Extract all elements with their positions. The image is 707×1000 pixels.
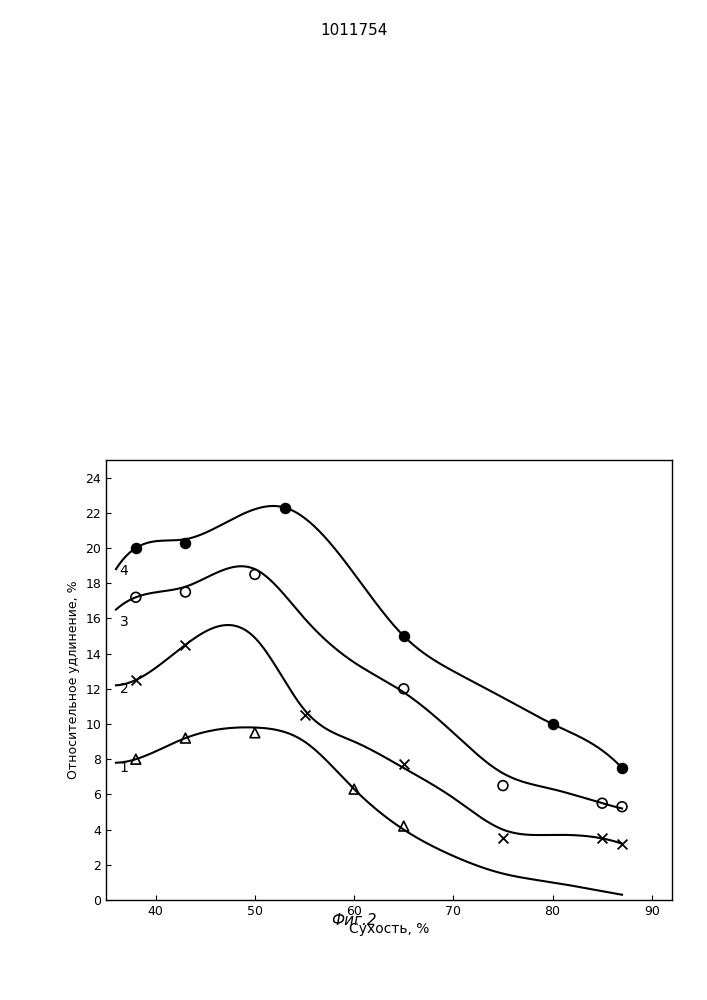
- Point: [130, 589, 141, 605]
- Point: [130, 672, 141, 688]
- Point: [299, 707, 310, 723]
- Point: [180, 584, 191, 600]
- Point: [617, 799, 628, 815]
- Point: [398, 628, 409, 644]
- Point: [130, 751, 141, 767]
- Point: [617, 760, 628, 776]
- Point: [597, 830, 608, 846]
- Point: [180, 535, 191, 551]
- Point: [597, 795, 608, 811]
- Text: Фиг.2: Фиг.2: [331, 913, 376, 928]
- Point: [279, 500, 291, 516]
- Y-axis label: Относительное удлинение, %: Относительное удлинение, %: [66, 581, 80, 779]
- Point: [398, 681, 409, 697]
- Point: [180, 730, 191, 746]
- Point: [180, 637, 191, 653]
- Text: 4: 4: [119, 564, 128, 578]
- Point: [398, 756, 409, 772]
- Text: 3: 3: [119, 615, 128, 629]
- Text: 1: 1: [119, 761, 129, 775]
- Point: [398, 818, 409, 834]
- Point: [349, 781, 360, 797]
- Text: 2: 2: [119, 682, 128, 696]
- Point: [497, 830, 508, 846]
- Point: [130, 540, 141, 556]
- Point: [547, 716, 559, 732]
- X-axis label: Сухость, %: Сухость, %: [349, 922, 429, 936]
- Point: [250, 566, 261, 582]
- Point: [250, 725, 261, 741]
- Text: 1011754: 1011754: [320, 23, 387, 38]
- Point: [497, 778, 508, 794]
- Point: [617, 836, 628, 852]
